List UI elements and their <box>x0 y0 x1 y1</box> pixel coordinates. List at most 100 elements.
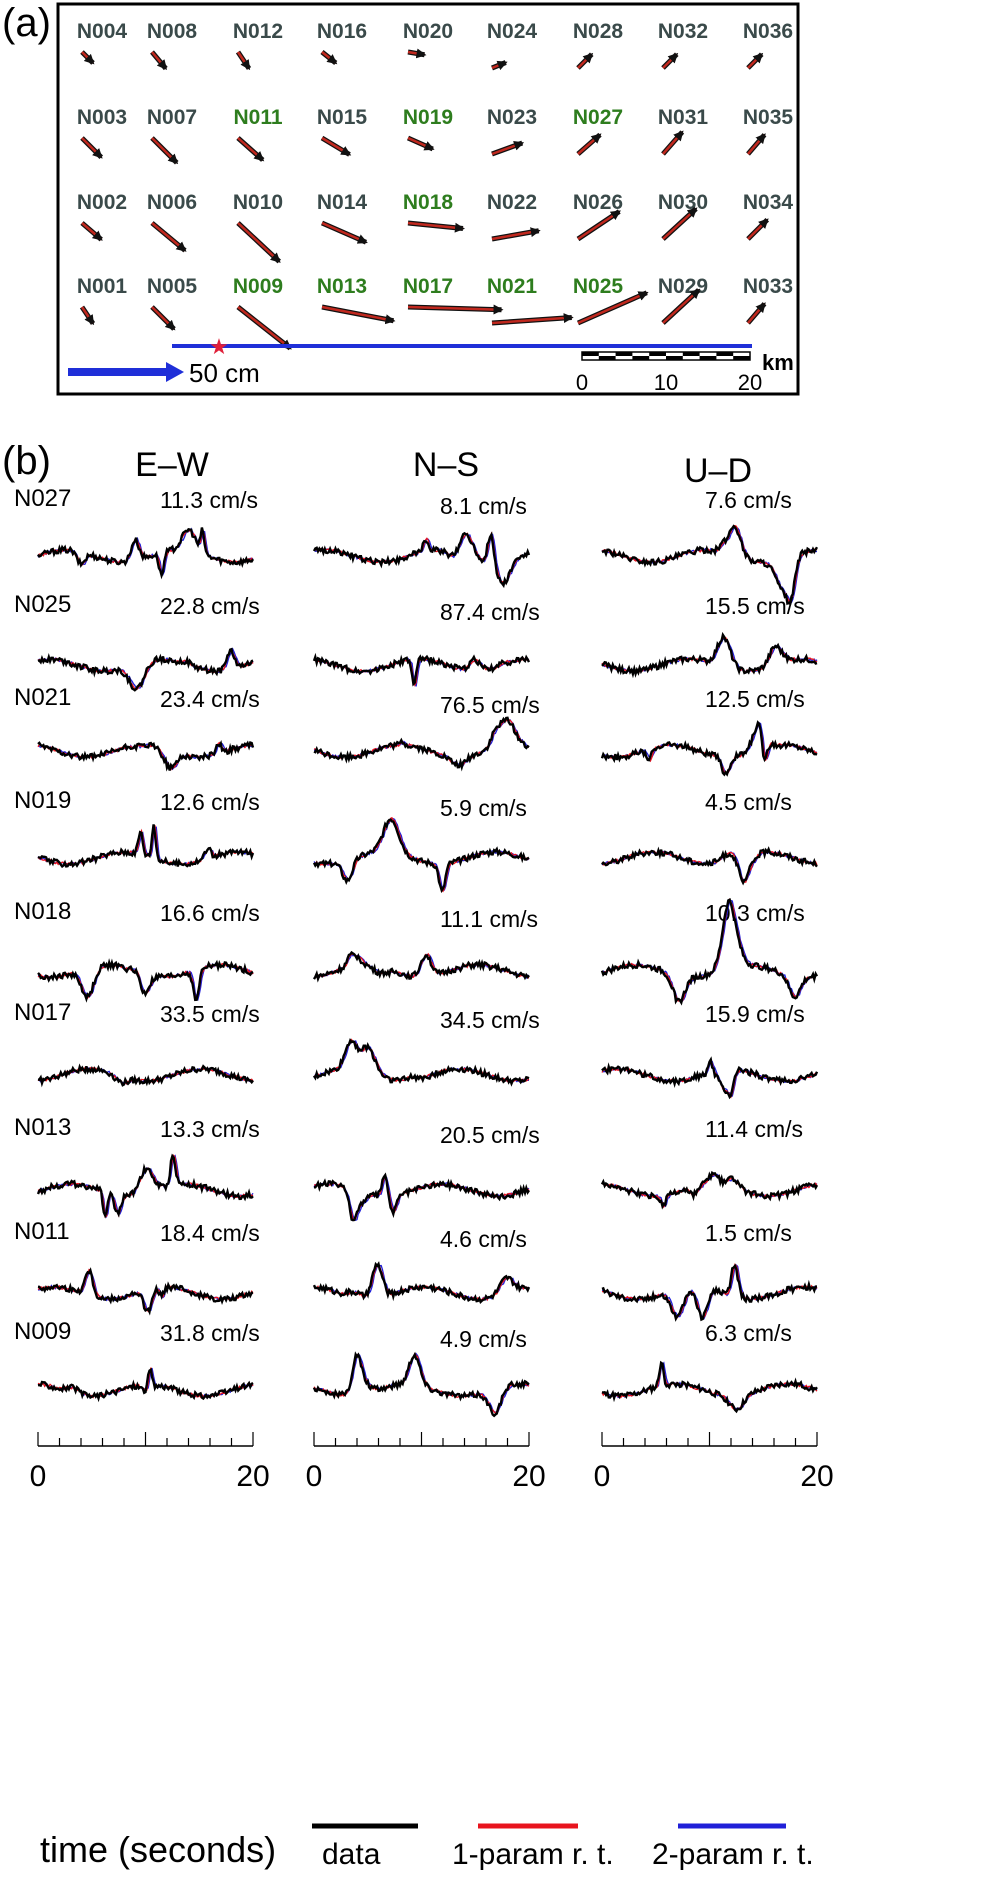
station-label: N034 <box>743 191 794 214</box>
station-label: N026 <box>573 191 623 214</box>
displacement-arrow <box>237 306 292 350</box>
station-label: N016 <box>317 20 367 43</box>
displacement-arrow <box>321 51 338 65</box>
station-n006: N006 <box>147 191 197 253</box>
station-label: N033 <box>743 275 793 298</box>
displacement-arrow <box>407 221 465 233</box>
waveform-data <box>601 1056 819 1100</box>
station-n035: N035 <box>743 106 794 156</box>
station-n013: N013 <box>317 275 396 325</box>
station-n003: N003 <box>77 106 127 160</box>
peak-amplitude-label: 4.9 cm/s <box>440 1326 527 1352</box>
panel-a: (a) N004 N008 N012 N016 N020 N024 N028 N032 N036… <box>2 1 800 396</box>
station-n015: N015 <box>317 106 368 157</box>
trace-station-label: N019 <box>14 787 71 814</box>
displacement-arrow <box>491 227 541 241</box>
time-axis-ns: 0 20 <box>306 1432 546 1493</box>
station-label: N032 <box>658 20 708 43</box>
station-n036: N036 <box>743 20 793 70</box>
scalebar-unit: km <box>762 350 794 375</box>
time-axis-ew: 0 20 <box>30 1432 270 1493</box>
station-label: N035 <box>743 106 794 129</box>
waveform-data <box>312 1261 531 1304</box>
station-label: N036 <box>743 20 793 43</box>
station-n030: N030 <box>658 191 708 241</box>
displacement-arrow <box>407 48 427 59</box>
peak-amplitude-label: 87.4 cm/s <box>440 599 540 625</box>
displacement-arrow <box>491 141 525 156</box>
station-n010: N010 <box>233 191 283 264</box>
peak-amplitude-label: 33.5 cm/s <box>160 1001 260 1027</box>
station-n019: N019 <box>403 106 453 152</box>
waveform-data <box>602 1360 818 1414</box>
station-label: N010 <box>233 191 283 214</box>
displacement-arrow <box>237 222 281 263</box>
reference-arrow-head-icon <box>166 362 184 382</box>
station-n031: N031 <box>658 106 708 156</box>
station-label: N005 <box>147 275 198 298</box>
legend-entry-1: 1-param r. t. <box>452 1823 614 1871</box>
peak-amplitude-label: 12.5 cm/s <box>705 686 805 712</box>
waveform-2param <box>314 1352 530 1414</box>
scalebar: 0 10 20 km <box>576 350 794 395</box>
station-label: N015 <box>317 106 368 129</box>
peak-amplitude-label: 11.4 cm/s <box>705 1116 803 1142</box>
displacement-arrow <box>407 136 435 151</box>
peak-amplitude-label: 8.1 cm/s <box>440 493 527 519</box>
time-axis-ud: 0 20 <box>594 1432 834 1493</box>
waveform-data <box>312 1351 530 1418</box>
station-label: N027 <box>573 106 623 129</box>
peak-amplitude-label: 1.5 cm/s <box>705 1220 792 1246</box>
panel-b: (b) E–W N–S U–D N027 11.3 cm/s 8.1 cm/s 7.6… <box>2 439 834 1871</box>
station-label: N007 <box>147 106 197 129</box>
peak-amplitude-label: 11.1 cm/s <box>440 906 538 932</box>
peak-amplitude-label: 23.4 cm/s <box>160 686 260 712</box>
station-label: N022 <box>487 191 537 214</box>
displacement-arrow <box>321 305 396 325</box>
peak-amplitude-label: 76.5 cm/s <box>440 692 540 718</box>
scalebar-tick-0: 0 <box>576 370 588 395</box>
waveform-data <box>601 846 818 886</box>
station-n017: N017 <box>403 275 504 315</box>
trace-row-n017: N017 33.5 cm/s 34.5 cm/s 15.9 cm/s <box>14 999 819 1100</box>
waveform-data <box>37 527 255 580</box>
legend-entry-2: 2-param r. t. <box>652 1823 814 1871</box>
station-n027: N027 <box>573 106 623 156</box>
displacement-arrow <box>577 291 649 325</box>
waveform-data <box>600 720 818 777</box>
station-n005: N005 <box>147 275 198 331</box>
station-label: N024 <box>487 20 538 43</box>
station-n022: N022 <box>487 191 541 242</box>
peak-amplitude-label: 12.6 cm/s <box>160 789 260 815</box>
legend-label: 1-param r. t. <box>452 1838 614 1871</box>
station-label: N017 <box>403 275 453 298</box>
tick-label-20: 20 <box>512 1460 545 1493</box>
waveform-data <box>312 652 531 687</box>
trace-row-n013: N013 13.3 cm/s 20.5 cm/s 11.4 cm/s <box>14 1114 819 1222</box>
peak-amplitude-label: 31.8 cm/s <box>160 1320 260 1346</box>
peak-amplitude-label: 5.9 cm/s <box>440 795 527 821</box>
epicenter-star-icon: ★ <box>209 334 229 359</box>
displacement-arrow <box>151 137 179 165</box>
station-n028: N028 <box>573 20 623 70</box>
station-n014: N014 <box>317 191 368 245</box>
column-title-ew: E–W <box>135 446 209 484</box>
peak-amplitude-label: 13.3 cm/s <box>160 1116 260 1142</box>
peak-amplitude-label: 20.5 cm/s <box>440 1122 540 1148</box>
displacement-arrow <box>662 52 679 69</box>
waveform-data <box>37 647 254 692</box>
waveform-data <box>601 631 818 679</box>
legend: data 1-param r. t. 2-param r. t. <box>312 1823 814 1871</box>
peak-amplitude-label: 11.3 cm/s <box>160 487 258 513</box>
station-label: N025 <box>573 275 624 298</box>
trace-row-n025: N025 22.8 cm/s 87.4 cm/s 15.5 cm/s <box>14 591 818 692</box>
trace-station-label: N009 <box>14 1318 71 1345</box>
peak-amplitude-label: 4.5 cm/s <box>705 789 792 815</box>
trace-station-label: N018 <box>14 898 71 925</box>
displacement-arrow <box>747 218 769 240</box>
trace-row-n021: N021 23.4 cm/s 76.5 cm/s 12.5 cm/s <box>14 684 818 777</box>
peak-amplitude-label: 6.3 cm/s <box>705 1320 792 1346</box>
station-label: N004 <box>77 20 128 43</box>
waveform-1param <box>37 1153 254 1218</box>
station-layer: N004 N008 N012 N016 N020 N024 N028 N032 N036 N003… <box>77 20 794 351</box>
